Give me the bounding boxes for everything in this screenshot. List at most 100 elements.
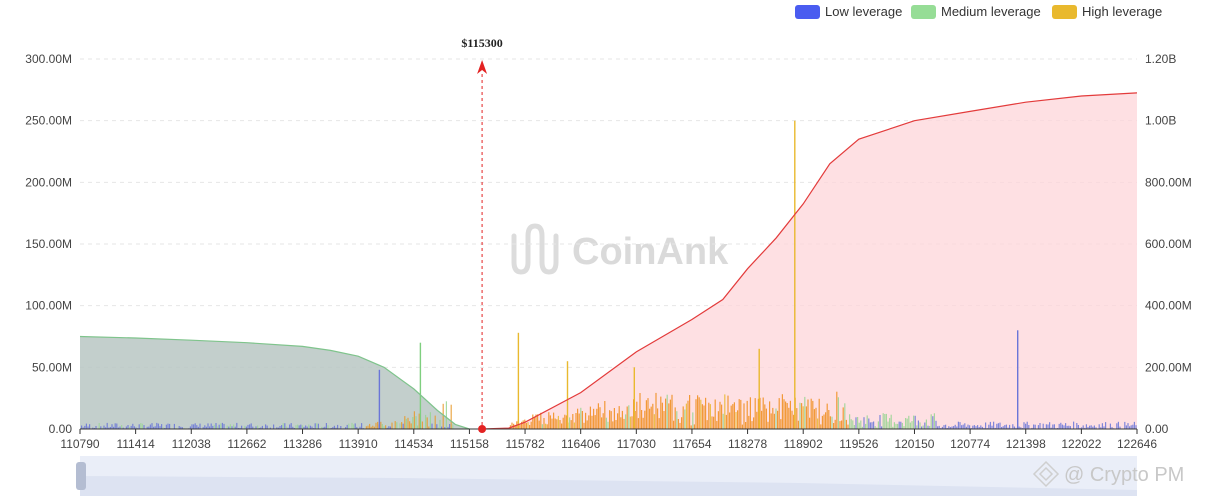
bar (911, 421, 913, 429)
bar (866, 415, 868, 429)
bar (1127, 423, 1129, 429)
bar (1081, 427, 1083, 429)
bar (133, 426, 135, 429)
current-price-marker[interactable]: $115300 (461, 36, 503, 433)
bar (340, 426, 342, 429)
bar (977, 425, 979, 429)
bar (250, 423, 252, 429)
bar (116, 423, 118, 429)
bar (581, 411, 583, 429)
bar (820, 424, 822, 429)
bar (337, 424, 339, 429)
bar (306, 426, 308, 429)
bar (916, 425, 918, 429)
bar-peak (1017, 330, 1019, 429)
x-axis-ticks: 110790 111414 112038 112662 113286 113910 1145… (60, 429, 1157, 451)
bar (596, 408, 598, 429)
bar (620, 417, 622, 429)
bar (87, 426, 89, 429)
bar (745, 422, 747, 429)
bar (249, 424, 251, 429)
bar (645, 400, 647, 429)
bar (796, 408, 798, 429)
bar (935, 420, 937, 429)
bar (308, 424, 310, 429)
bar (1079, 427, 1081, 429)
bar (1025, 423, 1027, 429)
bar (863, 417, 865, 429)
bar (882, 413, 884, 429)
bar (757, 398, 759, 429)
bar (593, 408, 595, 429)
bar (1009, 424, 1011, 429)
bar (879, 415, 881, 429)
bar (801, 403, 803, 429)
bar (1077, 425, 1079, 429)
zoom-slider-left-handle[interactable] (76, 462, 86, 490)
bar (610, 411, 612, 429)
bar (113, 426, 115, 429)
bar (421, 421, 423, 429)
bar (245, 426, 247, 429)
bar (359, 426, 361, 429)
bar (1013, 426, 1015, 429)
bar-peak (378, 369, 381, 429)
bar (639, 393, 641, 429)
bar (514, 424, 516, 429)
bar (161, 424, 163, 429)
bar (530, 421, 532, 429)
bar (617, 413, 619, 429)
legend-item-high-leverage[interactable]: High leverage (1052, 4, 1162, 19)
bar (705, 397, 707, 429)
bar (1129, 426, 1131, 429)
bar (538, 420, 540, 429)
bar (1063, 425, 1065, 429)
bar (252, 426, 254, 429)
legend-item-medium-leverage[interactable]: Medium leverage (911, 4, 1041, 19)
bar (122, 427, 124, 429)
bar (255, 426, 257, 429)
bar (791, 410, 793, 429)
bar (404, 416, 406, 429)
bar (948, 426, 950, 429)
bar (1135, 425, 1137, 429)
bar (802, 406, 804, 429)
bar (681, 417, 683, 429)
bar (205, 426, 207, 429)
bar (578, 413, 580, 429)
bar (372, 425, 374, 429)
bar (698, 397, 700, 429)
bar (834, 419, 836, 429)
bar (876, 427, 878, 429)
bar (527, 422, 529, 429)
bar (521, 421, 523, 429)
bar (149, 424, 151, 429)
bar (1082, 425, 1084, 429)
bar (346, 424, 348, 429)
legend-item-low-leverage[interactable]: Low leverage (795, 4, 902, 19)
bar (218, 424, 220, 429)
legend[interactable]: Low leverage Medium leverage High levera… (795, 4, 1162, 19)
bar (388, 426, 390, 429)
bar (321, 426, 323, 429)
bar (793, 414, 795, 429)
bar (817, 418, 819, 429)
bar (914, 415, 916, 429)
bar (1087, 427, 1089, 429)
bar (535, 414, 537, 429)
bar (892, 426, 894, 429)
bar (607, 421, 609, 429)
bar (919, 422, 921, 429)
bar (852, 420, 854, 429)
diamond-logo-icon (1032, 460, 1060, 488)
bar (980, 425, 982, 429)
zoom-slider[interactable] (76, 456, 1137, 496)
bar (666, 394, 668, 429)
bar (605, 417, 607, 429)
bar (652, 403, 654, 429)
bar (143, 425, 145, 429)
bar (753, 417, 755, 429)
bar (805, 406, 807, 429)
bar (1069, 426, 1071, 429)
x-tick-label: 112038 (172, 437, 211, 451)
